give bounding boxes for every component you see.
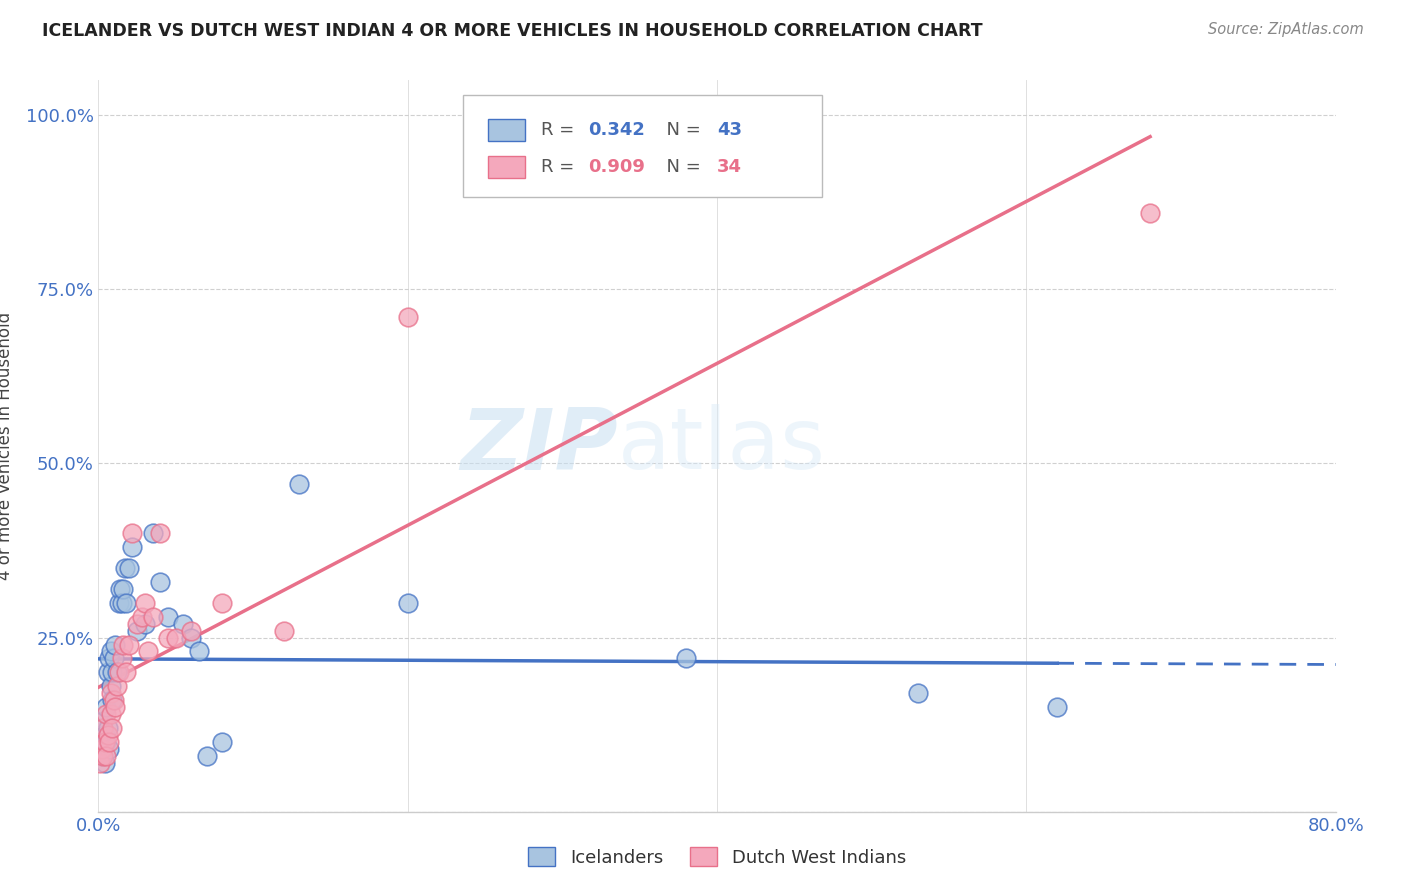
Point xyxy=(105,665,128,680)
Point xyxy=(100,644,122,658)
Point xyxy=(90,742,112,756)
FancyBboxPatch shape xyxy=(464,95,823,197)
Point xyxy=(1046,700,1069,714)
Point xyxy=(91,721,114,735)
Point xyxy=(907,686,929,700)
Point xyxy=(96,700,118,714)
Point xyxy=(131,609,153,624)
Text: 0.342: 0.342 xyxy=(588,121,645,139)
Point xyxy=(96,707,118,722)
Point xyxy=(96,735,118,749)
Text: ICELANDER VS DUTCH WEST INDIAN 4 OR MORE VEHICLES IN HOUSEHOLD CORRELATION CHART: ICELANDER VS DUTCH WEST INDIAN 4 OR MORE… xyxy=(42,22,983,40)
Point xyxy=(127,624,149,638)
Point xyxy=(114,561,136,575)
Point xyxy=(115,596,138,610)
Point xyxy=(96,749,118,764)
Point xyxy=(100,707,122,722)
Point xyxy=(157,609,180,624)
Point xyxy=(180,624,202,638)
Point xyxy=(97,728,120,742)
Point xyxy=(105,679,128,693)
Point xyxy=(101,693,124,707)
Point xyxy=(1139,205,1161,219)
Point xyxy=(98,735,121,749)
Point xyxy=(100,686,122,700)
Text: R =: R = xyxy=(541,158,581,176)
Text: 0.909: 0.909 xyxy=(588,158,645,176)
Point xyxy=(93,735,115,749)
Point xyxy=(97,721,120,735)
Point xyxy=(180,631,202,645)
Text: R =: R = xyxy=(541,121,581,139)
Text: N =: N = xyxy=(655,158,707,176)
Text: 43: 43 xyxy=(717,121,742,139)
Legend: Icelanders, Dutch West Indians: Icelanders, Dutch West Indians xyxy=(519,838,915,876)
Point xyxy=(112,582,135,596)
Point xyxy=(675,651,697,665)
Point xyxy=(98,651,121,665)
Point xyxy=(136,644,159,658)
Point xyxy=(118,638,141,652)
Point xyxy=(93,756,115,770)
Point xyxy=(134,596,156,610)
Point xyxy=(127,616,149,631)
Point xyxy=(93,728,115,742)
Point xyxy=(108,582,131,596)
Point xyxy=(157,631,180,645)
Point xyxy=(111,651,132,665)
FancyBboxPatch shape xyxy=(488,119,526,141)
Point xyxy=(91,742,114,756)
Point xyxy=(111,596,132,610)
Text: 34: 34 xyxy=(717,158,742,176)
Point xyxy=(396,596,419,610)
Point xyxy=(97,665,120,680)
Point xyxy=(103,651,125,665)
Point xyxy=(112,638,135,652)
Point xyxy=(104,638,127,652)
Point xyxy=(273,624,295,638)
Point xyxy=(134,616,156,631)
Point xyxy=(288,477,311,491)
Point xyxy=(195,749,218,764)
Point xyxy=(188,644,211,658)
Text: Source: ZipAtlas.com: Source: ZipAtlas.com xyxy=(1208,22,1364,37)
Text: N =: N = xyxy=(655,121,707,139)
Point xyxy=(141,609,165,624)
Point xyxy=(165,631,187,645)
Point xyxy=(118,561,141,575)
Point xyxy=(396,310,419,325)
Point xyxy=(91,714,114,728)
Point xyxy=(101,721,124,735)
Point xyxy=(89,735,111,749)
Point xyxy=(90,749,112,764)
Point xyxy=(101,665,124,680)
Point xyxy=(98,742,121,756)
Point xyxy=(91,749,114,764)
Y-axis label: 4 or more Vehicles in Household: 4 or more Vehicles in Household xyxy=(0,312,14,580)
Point xyxy=(211,596,233,610)
Point xyxy=(90,721,112,735)
Text: ZIP: ZIP xyxy=(460,404,619,488)
Point xyxy=(211,735,233,749)
Point xyxy=(103,693,125,707)
Point xyxy=(149,574,172,589)
Point xyxy=(107,596,129,610)
Point xyxy=(115,665,138,680)
Point xyxy=(100,679,122,693)
Text: atlas: atlas xyxy=(619,404,827,488)
Point xyxy=(121,526,143,541)
Point xyxy=(141,526,165,541)
Point xyxy=(149,526,172,541)
FancyBboxPatch shape xyxy=(488,155,526,178)
Point xyxy=(172,616,194,631)
Point xyxy=(107,665,129,680)
Point xyxy=(104,700,127,714)
Point xyxy=(89,756,111,770)
Point xyxy=(121,540,143,554)
